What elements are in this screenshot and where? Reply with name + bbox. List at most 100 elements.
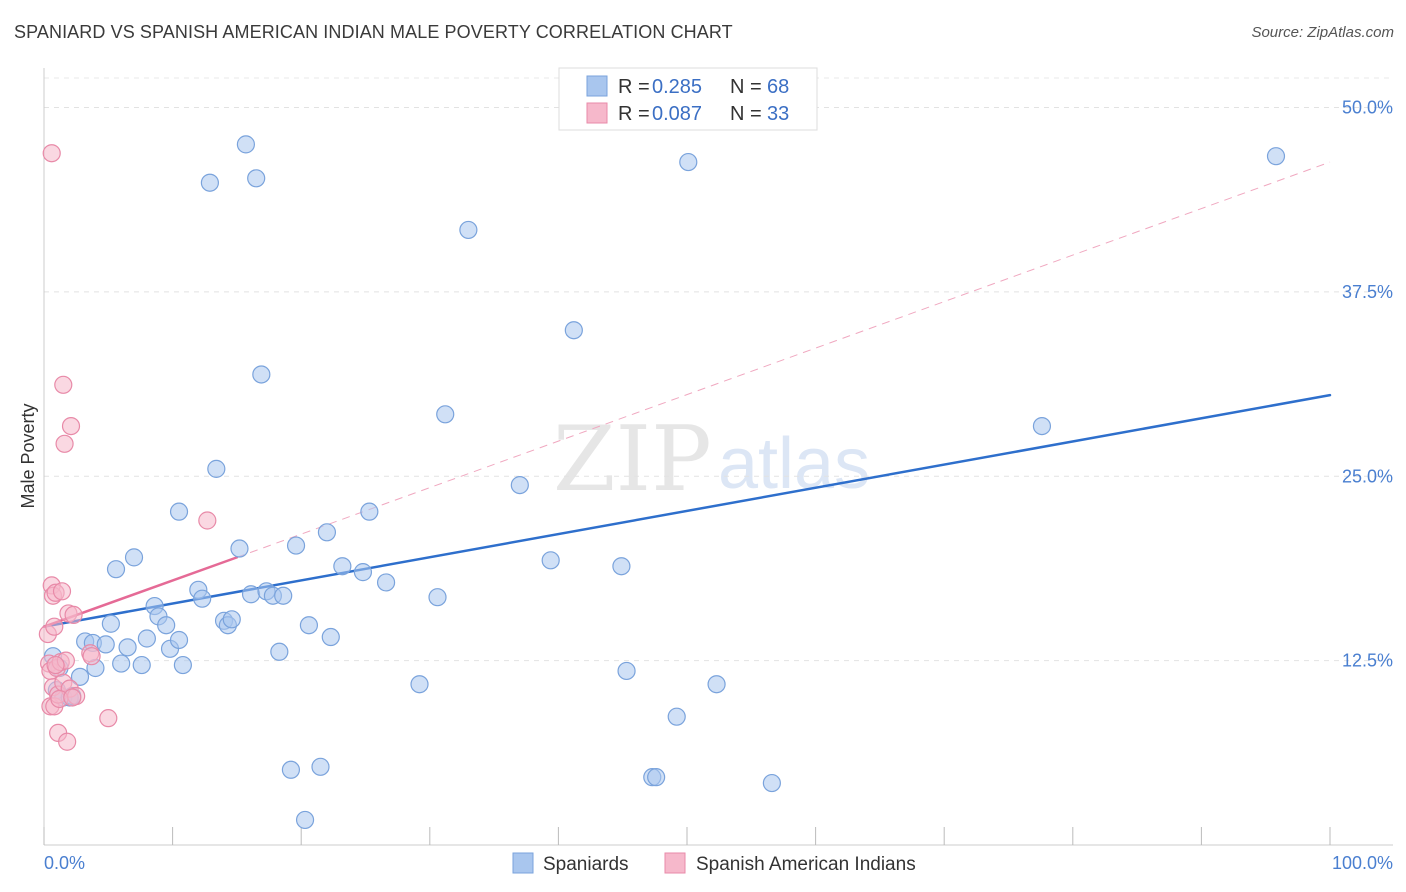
data-point-blue xyxy=(333,557,352,576)
legend-r-label-1: R = xyxy=(618,76,650,98)
data-point-blue xyxy=(286,536,306,555)
data-point-blue xyxy=(667,707,686,726)
data-point-blue xyxy=(436,405,455,424)
data-point-pink xyxy=(82,647,101,666)
y-tick-label: 37.5% xyxy=(1342,282,1393,302)
data-point-blue xyxy=(360,502,379,521)
x-axis-ticks xyxy=(43,827,1331,845)
bottom-legend-label-spanish-american-indians[interactable]: Spanish American Indians xyxy=(696,854,916,875)
x-tick-label-max: 100.0% xyxy=(1332,853,1393,873)
legend-r-label-2: R = xyxy=(618,103,650,125)
data-point-blue xyxy=(1266,147,1286,166)
data-point-pink xyxy=(46,655,65,675)
data-point-blue xyxy=(230,539,249,558)
legend-n-label-2: N = xyxy=(730,103,762,125)
data-point-blue xyxy=(707,675,726,694)
data-point-blue xyxy=(321,627,340,647)
y-tick-label: 12.5% xyxy=(1342,651,1393,671)
data-point-blue xyxy=(353,563,373,582)
legend-swatch-spaniards xyxy=(586,75,608,97)
series-legend[interactable]: Spaniards Spanish American Indians xyxy=(512,852,916,875)
legend-n-label-1: N = xyxy=(730,76,762,98)
data-point-blue xyxy=(132,655,151,675)
data-point-blue xyxy=(510,476,529,495)
data-point-blue xyxy=(410,675,429,694)
series-pink xyxy=(38,144,217,751)
trend-line-dashed-pink xyxy=(236,161,1331,558)
data-point-blue xyxy=(564,321,583,340)
data-point-blue xyxy=(193,589,212,608)
data-point-blue xyxy=(299,616,319,635)
data-point-pink xyxy=(58,732,77,751)
data-point-blue xyxy=(169,502,189,521)
data-point-blue xyxy=(762,773,781,793)
data-point-blue xyxy=(247,169,266,188)
series-blue xyxy=(43,135,1286,830)
data-point-blue xyxy=(207,459,226,478)
y-axis-tick-labels: 12.5% 25.0% 37.5% 50.0% xyxy=(1342,98,1393,671)
data-point-blue xyxy=(112,654,131,673)
data-point-blue xyxy=(236,135,256,154)
data-point-pink xyxy=(198,511,217,530)
y-tick-label: 50.0% xyxy=(1342,98,1393,118)
data-point-blue xyxy=(281,760,301,779)
data-point-blue xyxy=(679,152,698,172)
data-point-blue xyxy=(459,220,478,240)
bottom-legend-swatch-spanish-american-indians[interactable] xyxy=(664,852,686,874)
legend-swatch-spanish-american-indians xyxy=(586,102,608,124)
data-point-blue xyxy=(200,173,219,192)
data-point-blue xyxy=(157,616,176,635)
source-credit: Source: ZipAtlas.com xyxy=(1251,24,1394,41)
data-point-blue xyxy=(311,757,330,776)
bottom-legend-label-spaniards[interactable]: Spaniards xyxy=(543,854,629,875)
data-point-blue xyxy=(124,548,144,567)
data-point-blue xyxy=(106,560,126,579)
data-point-blue xyxy=(241,585,261,604)
watermark-zip: ZIP xyxy=(553,407,712,512)
data-point-blue xyxy=(317,523,337,542)
data-point-blue xyxy=(169,630,189,650)
watermark: ZIP atlas xyxy=(553,407,870,512)
data-point-pink xyxy=(45,617,64,636)
data-point-pink xyxy=(55,434,74,453)
data-point-blue xyxy=(376,573,396,592)
chart-title: SPANIARD VS SPANISH AMERICAN INDIAN MALE… xyxy=(14,22,733,42)
data-point-blue xyxy=(612,557,631,576)
data-point-blue xyxy=(274,586,293,605)
legend-r-value-1: 0.285 xyxy=(652,76,702,98)
data-point-pink xyxy=(99,709,118,728)
data-point-pink xyxy=(42,144,61,163)
legend-r-value-2: 0.087 xyxy=(652,103,702,125)
data-point-blue xyxy=(647,768,666,787)
axes xyxy=(43,68,1393,846)
data-point-blue xyxy=(118,638,137,657)
correlation-legend: R = 0.285 N = 68 R = 0.087 N = 33 xyxy=(558,67,818,131)
data-point-blue xyxy=(541,551,560,570)
data-point-blue xyxy=(617,661,636,681)
data-point-pink xyxy=(52,582,72,601)
x-tick-label-min: 0.0% xyxy=(44,853,85,873)
data-point-blue xyxy=(173,655,192,675)
data-points xyxy=(38,135,1286,830)
data-point-blue xyxy=(270,642,289,661)
data-point-blue xyxy=(222,610,241,629)
data-point-blue xyxy=(428,588,447,607)
y-tick-label: 25.0% xyxy=(1342,466,1393,486)
data-point-blue xyxy=(101,614,120,633)
data-point-blue xyxy=(295,810,315,830)
data-point-blue xyxy=(252,365,271,384)
legend-n-value-1: 68 xyxy=(767,76,789,98)
data-point-blue xyxy=(70,667,90,686)
data-point-pink xyxy=(54,375,73,394)
data-point-pink xyxy=(63,688,82,707)
data-point-blue xyxy=(137,629,156,648)
y-axis-title: Male Poverty xyxy=(18,403,38,508)
data-point-pink xyxy=(61,417,81,436)
bottom-legend-swatch-spaniards[interactable] xyxy=(512,852,534,874)
gridlines xyxy=(44,77,1393,662)
legend-n-value-2: 33 xyxy=(767,103,789,125)
data-point-pink xyxy=(64,605,83,625)
data-point-blue xyxy=(1032,417,1052,436)
data-point-blue xyxy=(96,635,115,654)
